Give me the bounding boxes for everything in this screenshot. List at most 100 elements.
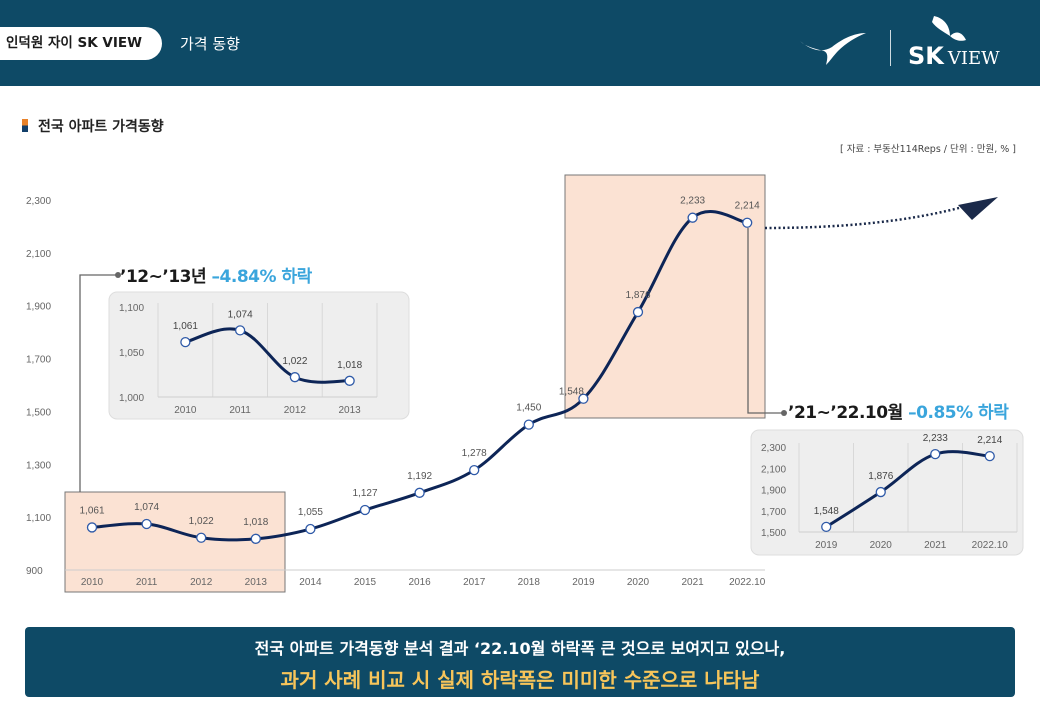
- callout-left-label: ’12~’13년: [120, 267, 207, 287]
- sk-view-logo: SK VIEW: [908, 42, 1000, 70]
- main-data-point: [687, 212, 698, 223]
- main-data-point: [359, 504, 371, 516]
- main-data-label: 1,548: [559, 387, 584, 398]
- inset-2019-2022-x-tick-label: 2022.10: [972, 540, 1009, 551]
- main-data-label: 1,074: [134, 502, 159, 513]
- main-x-tick-label: 2019: [572, 577, 595, 588]
- logo-sk-text: SK: [908, 42, 944, 70]
- inset-2019-2022-y-tick-label: 2,300: [761, 443, 786, 454]
- main-data-label: 1,061: [79, 505, 104, 516]
- inset-2010-2013-data-label: 1,074: [228, 309, 253, 320]
- inset-2019-2022-data-label: 1,876: [868, 471, 893, 482]
- source-note: [ 자료 : 부동산114Reps / 단위 : 만원, % ]: [839, 144, 1016, 155]
- callout-right-pct: –0.85% 하락: [908, 403, 1009, 423]
- header-title: 가격 동향: [180, 35, 240, 53]
- inset-2010-2013-data-point: [180, 336, 191, 348]
- inset-2010-2013-data-label: 1,018: [337, 360, 362, 371]
- inset-2010-2013-data-label: 1,061: [173, 321, 198, 332]
- main-data-point: [86, 522, 98, 533]
- sk-butterfly-icon: [932, 16, 966, 41]
- header-bar: 인덕원 자이 SK VIEW 가격 동향 SK VIEW: [0, 0, 1040, 86]
- main-data-label: 1,127: [352, 488, 377, 499]
- inset-2010-2013-bg: [108, 291, 410, 420]
- main-x-tick-label: 2017: [463, 577, 486, 588]
- main-x-tick-label: 2015: [354, 577, 377, 588]
- main-x-tick-label: 2014: [299, 577, 322, 588]
- inset-2019-2022-y-tick-label: 1,500: [761, 528, 786, 539]
- summary-line-2: 과거 사례 비교 시 실제 하락폭은 미미한 수준으로 나타남: [280, 668, 760, 692]
- main-data-point: [250, 533, 261, 544]
- callout-left-dot: [115, 272, 121, 278]
- main-y-tick-label: 2,300: [26, 196, 51, 207]
- main-data-label: 1,278: [462, 448, 487, 459]
- main-data-point: [523, 419, 534, 430]
- main-y-tick-label: 1,500: [26, 407, 51, 418]
- main-x-tick-label: 2010: [81, 577, 104, 588]
- inset-2019-2022-data-point: [984, 450, 995, 462]
- main-data-label: 2,233: [680, 196, 705, 207]
- main-y-tick-label: 1,900: [26, 302, 51, 313]
- main-y-tick-label: 900: [26, 566, 43, 577]
- inset-2019-2022-x-tick-label: 2020: [870, 540, 893, 551]
- callout-left-pct: –4.84% 하락: [211, 267, 313, 287]
- main-y-tick-label: 1,700: [26, 355, 51, 366]
- inset-2019-2022-data-label: 2,233: [923, 433, 948, 444]
- main-data-label: 2,214: [735, 201, 760, 212]
- main-x-tick-label: 2018: [518, 577, 541, 588]
- inset-2019-2022-data-point: [930, 448, 941, 460]
- main-data-label: 1,055: [298, 507, 323, 518]
- inset-2019-2022-y-tick-label: 1,900: [761, 486, 786, 497]
- inset-2010-2013-y-tick-label: 1,000: [119, 393, 144, 404]
- bird-logo-icon: [800, 33, 866, 65]
- inset-2019-2022-data-label: 2,214: [977, 435, 1002, 446]
- inset-2010-2013-data-label: 1,022: [282, 356, 307, 367]
- inset-2010-2013-data-point: [344, 375, 355, 386]
- main-data-point: [305, 523, 316, 535]
- inset-2019-2022-bg: [750, 429, 1024, 556]
- inset-2019-2022-y-tick-label: 2,100: [761, 464, 786, 475]
- main-data-label: 1,018: [243, 517, 268, 528]
- logo-separator: [890, 30, 891, 66]
- section-title-text: 전국 아파트 가격동향: [38, 119, 164, 135]
- main-data-label: 1,876: [625, 290, 650, 301]
- inset-2019-2022-data-point: [875, 486, 886, 498]
- main-data-point: [469, 464, 480, 476]
- inset-2019-2022-y-tick-label: 1,700: [761, 507, 786, 518]
- main-x-tick-label: 2021: [681, 577, 704, 588]
- main-x-tick-label: 2016: [408, 577, 431, 588]
- inset-2019-2022-data-label: 1,548: [814, 506, 839, 517]
- callout-right-connector: [747, 228, 782, 414]
- main-x-tick-label: 2022.10: [729, 577, 766, 588]
- inset-2019-2022-data-point: [821, 521, 832, 533]
- main-data-point: [141, 518, 152, 530]
- inset-2010-2013-x-tick-label: 2012: [284, 405, 307, 416]
- highlight-box-2010-2013: [64, 491, 286, 593]
- section-title: 전국 아파트 가격동향: [22, 116, 164, 136]
- callout-left-connector: [79, 274, 116, 492]
- main-data-point: [196, 532, 207, 543]
- main-y-tick-label: 1,300: [26, 460, 51, 471]
- main-x-tick-label: 2012: [190, 577, 213, 588]
- main-data-label: 1,450: [516, 403, 541, 414]
- inset-2010-2013-data-point: [234, 325, 246, 336]
- inset-2010-2013-series-line: [183, 327, 352, 384]
- main-x-tick-label: 2013: [245, 577, 268, 588]
- inset-2010-2013-x-tick-label: 2011: [229, 405, 251, 416]
- summary-line-1: 전국 아파트 가격동향 분석 결과 ‘22.10월 하락폭 큰 것으로 보여지고…: [254, 639, 786, 658]
- inset-2010-2013-x-tick-label: 2013: [339, 405, 362, 416]
- main-data-label: 1,022: [189, 516, 214, 527]
- main-data-point: [578, 393, 589, 404]
- trend-arrow-head: [958, 197, 998, 220]
- inset-2010-2013-data-point: [289, 372, 301, 383]
- inset-2010-2013-y-tick-label: 1,100: [119, 303, 144, 314]
- callout-2021-2022: ’21~’22.10월 –0.85% 하락: [788, 398, 1009, 423]
- main-data-point: [632, 306, 644, 318]
- main-data-point: [414, 487, 425, 498]
- main-x-tick-label: 2011: [136, 577, 158, 588]
- main-data-point: [742, 217, 753, 228]
- logo-view-text: VIEW: [947, 48, 1000, 69]
- callout-2012-2013: ’12~’13년 –4.84% 하락: [120, 262, 312, 287]
- inset-2019-2022-x-tick-label: 2019: [815, 540, 838, 551]
- inset-2019-2022-x-tick-label: 2021: [924, 540, 947, 551]
